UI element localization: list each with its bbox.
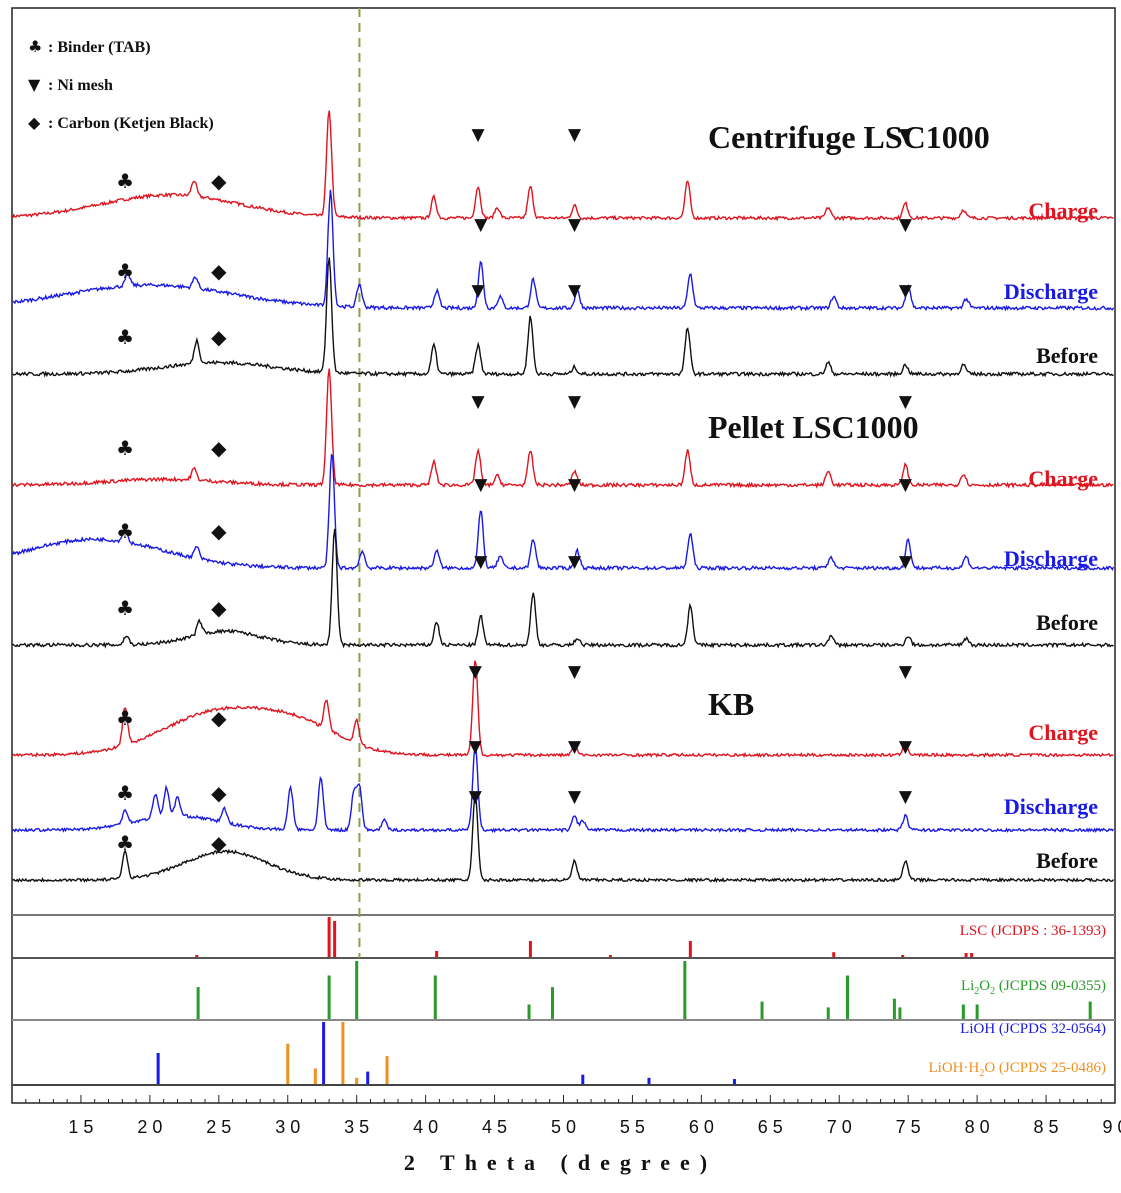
- ni-mesh-marker: ▼: [899, 475, 913, 495]
- x-tick-label: 5 5: [620, 1117, 645, 1137]
- binder-marker: ♣: [116, 169, 134, 193]
- carbon-marker: ◆: [211, 436, 227, 460]
- ni-mesh-marker: ▼: [899, 281, 913, 301]
- binder-marker: ♣: [116, 831, 134, 855]
- reference-label: LSC (JCDPS : 36-1393): [960, 923, 1106, 939]
- legend-symbol: ▼: [28, 75, 41, 94]
- ni-mesh-marker: ▼: [471, 392, 485, 412]
- reference-label: LiOH (JCPDS 32-0564): [960, 1021, 1106, 1037]
- carbon-marker: ◆: [211, 169, 227, 193]
- x-tick-label: 6 5: [758, 1117, 783, 1137]
- series-line: [12, 189, 1115, 312]
- ni-mesh-marker: ▼: [568, 475, 582, 495]
- x-tick-label: 3 0: [275, 1117, 300, 1137]
- ni-mesh-marker: ▼: [568, 552, 582, 572]
- carbon-marker: ◆: [211, 519, 227, 543]
- ni-mesh-marker: ▼: [471, 125, 485, 145]
- group-title: Pellet LSC1000: [708, 409, 919, 445]
- group-title: KB: [708, 686, 754, 722]
- series-label: Charge: [1028, 720, 1098, 745]
- x-tick-label: 6 0: [689, 1117, 714, 1137]
- legend-symbol: ♣: [28, 37, 42, 56]
- ni-mesh-marker: ▼: [899, 662, 913, 682]
- series-line: [12, 660, 1114, 758]
- legend-symbol: ◆: [28, 113, 41, 132]
- ni-mesh-marker: ▼: [899, 392, 913, 412]
- series-line: [12, 453, 1115, 572]
- series-label: Charge: [1028, 198, 1098, 223]
- ni-mesh-marker: ▼: [469, 662, 483, 682]
- carbon-marker: ◆: [211, 325, 227, 349]
- ni-mesh-marker: ▼: [899, 787, 913, 807]
- carbon-marker: ◆: [211, 259, 227, 283]
- binder-marker: ♣: [116, 325, 134, 349]
- ni-mesh-marker: ▼: [568, 787, 582, 807]
- ni-mesh-marker: ▼: [568, 215, 582, 235]
- ni-mesh-marker: ▼: [568, 392, 582, 412]
- x-tick-label: 1 5: [68, 1117, 93, 1137]
- x-tick-label: 2 0: [137, 1117, 162, 1137]
- binder-marker: ♣: [116, 596, 134, 620]
- ni-mesh-marker: ▼: [899, 215, 913, 235]
- series-label: Discharge: [1004, 279, 1098, 304]
- legend-entry: : Binder (TAB): [48, 39, 151, 56]
- carbon-marker: ◆: [211, 596, 227, 620]
- reference-label: LiOH·H2O (JCPDS 25-0486): [928, 1060, 1106, 1079]
- series-line: [12, 368, 1114, 489]
- ni-mesh-marker: ▼: [899, 737, 913, 757]
- series-line: [12, 743, 1115, 834]
- x-tick-label: 2 5: [206, 1117, 231, 1137]
- reference-label: Li2O2 (JCPDS 09-0355): [961, 978, 1106, 997]
- carbon-marker: ◆: [211, 781, 227, 805]
- carbon-marker: ◆: [211, 831, 227, 855]
- x-tick-label: 3 5: [344, 1117, 369, 1137]
- carbon-marker: ◆: [211, 706, 227, 730]
- series-label: Before: [1036, 848, 1098, 873]
- binder-marker: ♣: [116, 519, 134, 543]
- series-label: Discharge: [1004, 546, 1098, 571]
- x-tick-label: 8 0: [965, 1117, 990, 1137]
- ni-mesh-marker: ▼: [474, 215, 488, 235]
- x-tick-label: 5 0: [551, 1117, 576, 1137]
- ni-mesh-marker: ▼: [568, 281, 582, 301]
- binder-marker: ♣: [116, 259, 134, 283]
- x-tick-label: 4 5: [482, 1117, 507, 1137]
- ni-mesh-marker: ▼: [474, 552, 488, 572]
- binder-marker: ♣: [116, 706, 134, 730]
- binder-marker: ♣: [116, 436, 134, 460]
- ni-mesh-marker: ▼: [568, 737, 582, 757]
- x-tick-label: 7 0: [827, 1117, 852, 1137]
- series-line: [12, 110, 1114, 222]
- ni-mesh-marker: ▼: [471, 281, 485, 301]
- group-title: Centrifuge LSC1000: [708, 119, 990, 155]
- series-label: Before: [1036, 610, 1098, 635]
- series-line: [12, 795, 1115, 884]
- ni-mesh-marker: ▼: [568, 125, 582, 145]
- series-label: Discharge: [1004, 794, 1098, 819]
- x-axis-label: 2 Theta (degree): [403, 1150, 718, 1175]
- ni-mesh-marker: ▼: [899, 552, 913, 572]
- series-label: Charge: [1028, 466, 1098, 491]
- ni-mesh-marker: ▼: [469, 787, 483, 807]
- series-label: Before: [1036, 343, 1098, 368]
- legend-entry: : Carbon (Ketjen Black): [48, 115, 214, 132]
- series-line: [12, 528, 1114, 649]
- ni-mesh-marker: ▼: [469, 737, 483, 757]
- ni-mesh-marker: ▼: [899, 125, 913, 145]
- legend-entry: : Ni mesh: [48, 77, 113, 94]
- x-tick-label: 4 0: [413, 1117, 438, 1137]
- ni-mesh-marker: ▼: [474, 475, 488, 495]
- ni-mesh-marker: ▼: [568, 662, 582, 682]
- plot-frame: [11, 7, 1116, 1104]
- binder-marker: ♣: [116, 781, 134, 805]
- x-tick-label: 9 0: [1102, 1117, 1121, 1137]
- series-line: [12, 257, 1114, 378]
- x-tick-label: 8 5: [1034, 1117, 1059, 1137]
- x-tick-label: 7 5: [896, 1117, 921, 1137]
